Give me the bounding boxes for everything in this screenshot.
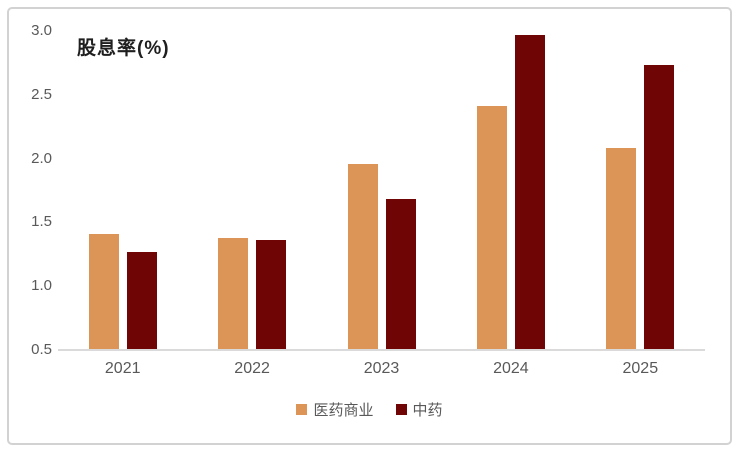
x-axis-label-2023: 2023 (363, 360, 400, 377)
legend-label: 中药 (412, 402, 443, 419)
legend-item-医药商业: 医药商业 (296, 399, 374, 420)
bar-医药商业-2023 (347, 163, 378, 350)
x-axis-baseline (58, 349, 705, 351)
legend: 医药商业 中药 (0, 399, 739, 420)
legend-item-中药: 中药 (395, 399, 443, 420)
bar-中药-2023 (385, 199, 416, 350)
bar-中药-2021 (126, 251, 157, 350)
legend-swatch-icon (296, 404, 308, 415)
legend-swatch-icon (395, 404, 407, 415)
x-axis-label-2022: 2022 (234, 360, 270, 377)
bar-中药-2025 (644, 65, 675, 350)
x-axis-label-2024: 2024 (493, 360, 529, 377)
y-tick-label: 1.0 (31, 277, 52, 295)
y-tick-label: 0.5 (31, 341, 52, 358)
legend-label: 医药商业 (313, 402, 374, 419)
bar-医药商业-2022 (218, 237, 249, 350)
bar-医药商业-2025 (606, 148, 637, 350)
bar-中药-2024 (514, 34, 545, 350)
x-axis-label-2021: 2021 (104, 360, 141, 377)
bar-医药商业-2024 (476, 106, 507, 350)
y-tick-label: 3.0 (31, 22, 52, 39)
bar-医药商业-2021 (88, 233, 119, 350)
y-tick-label: 2.0 (31, 149, 52, 167)
bar-中药-2022 (256, 240, 287, 350)
y-tick-label: 2.5 (31, 85, 52, 103)
y-tick-label: 1.5 (31, 213, 52, 231)
chart-title: 股息率(%) (77, 38, 170, 59)
x-axis-label-2025: 2025 (622, 360, 659, 377)
